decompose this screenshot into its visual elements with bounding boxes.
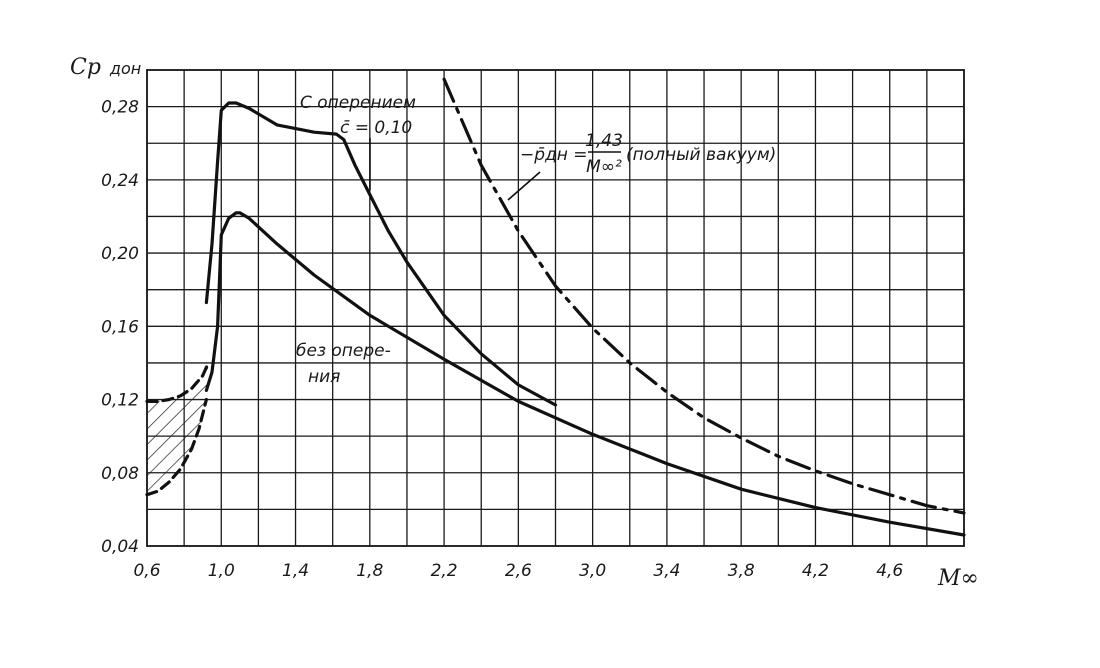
series-line-lower_bound_dashed: [145, 397, 208, 497]
svg-text:M∞²: M∞²: [586, 157, 622, 177]
series-line-without_fins: [204, 211, 966, 537]
hatched-area: [147, 362, 209, 495]
annotation-vacuum-formula: −p̄дн = 1,43 M∞² (полный вакуум): [520, 131, 776, 177]
annotation-with-fins-line2: c̄ = 0,10: [340, 118, 412, 138]
x-tick-label: 4,6: [876, 561, 903, 581]
y-tick-label: 0,20: [101, 244, 139, 264]
y-tick-label: 0,28: [101, 98, 139, 118]
x-tick-label: 1,4: [282, 561, 309, 581]
svg-text:−p̄дн =: −p̄дн =: [520, 145, 588, 165]
x-tick-label: 2,2: [431, 561, 458, 581]
svg-text:1,43: 1,43: [585, 131, 623, 151]
x-tick-label: 4,2: [802, 561, 829, 581]
x-tick-label: 3,8: [728, 561, 755, 581]
grid: [146, 69, 965, 547]
y-tick-label: 0,12: [101, 391, 139, 411]
x-tick-label: 3,4: [653, 561, 680, 581]
annotation-without-fins-line1: без опере-: [296, 341, 391, 361]
y-tick-label: 0,08: [101, 464, 139, 484]
series-line-upper_bound_dashed: [145, 361, 210, 403]
x-tick-label: 1,8: [356, 561, 383, 581]
svg-text:(полный вакуум): (полный вакуум): [626, 145, 776, 165]
series-line-vacuum: [442, 77, 966, 515]
tick-labels: 0,6 1,0 1,4 1,8 2,2 2,6 3,0 3,4 3,8 4,2 4,6 0,04 0,0…: [101, 98, 903, 581]
plot-frame: [146, 69, 965, 547]
y-tick-label: 0,04: [101, 537, 139, 557]
series-line-with_fins: [204, 101, 558, 407]
x-tick-label: 0,6: [133, 561, 160, 581]
x-axis-title: M∞: [937, 566, 979, 591]
leader-vacuum: [507, 171, 541, 201]
curves: [145, 77, 966, 537]
annotation-with-fins-line1: С оперением: [300, 93, 416, 113]
annotation-without-fins-line2: ния: [308, 367, 340, 387]
y-tick-label: 0,16: [101, 317, 139, 337]
y-axis-title: Cp дон: [70, 55, 141, 80]
x-tick-label: 2,6: [505, 561, 532, 581]
y-tick-label: 0,24: [101, 171, 139, 191]
x-tick-label: 3,0: [579, 561, 606, 581]
hatched-region: [147, 362, 209, 495]
x-tick-label: 1,0: [208, 561, 235, 581]
